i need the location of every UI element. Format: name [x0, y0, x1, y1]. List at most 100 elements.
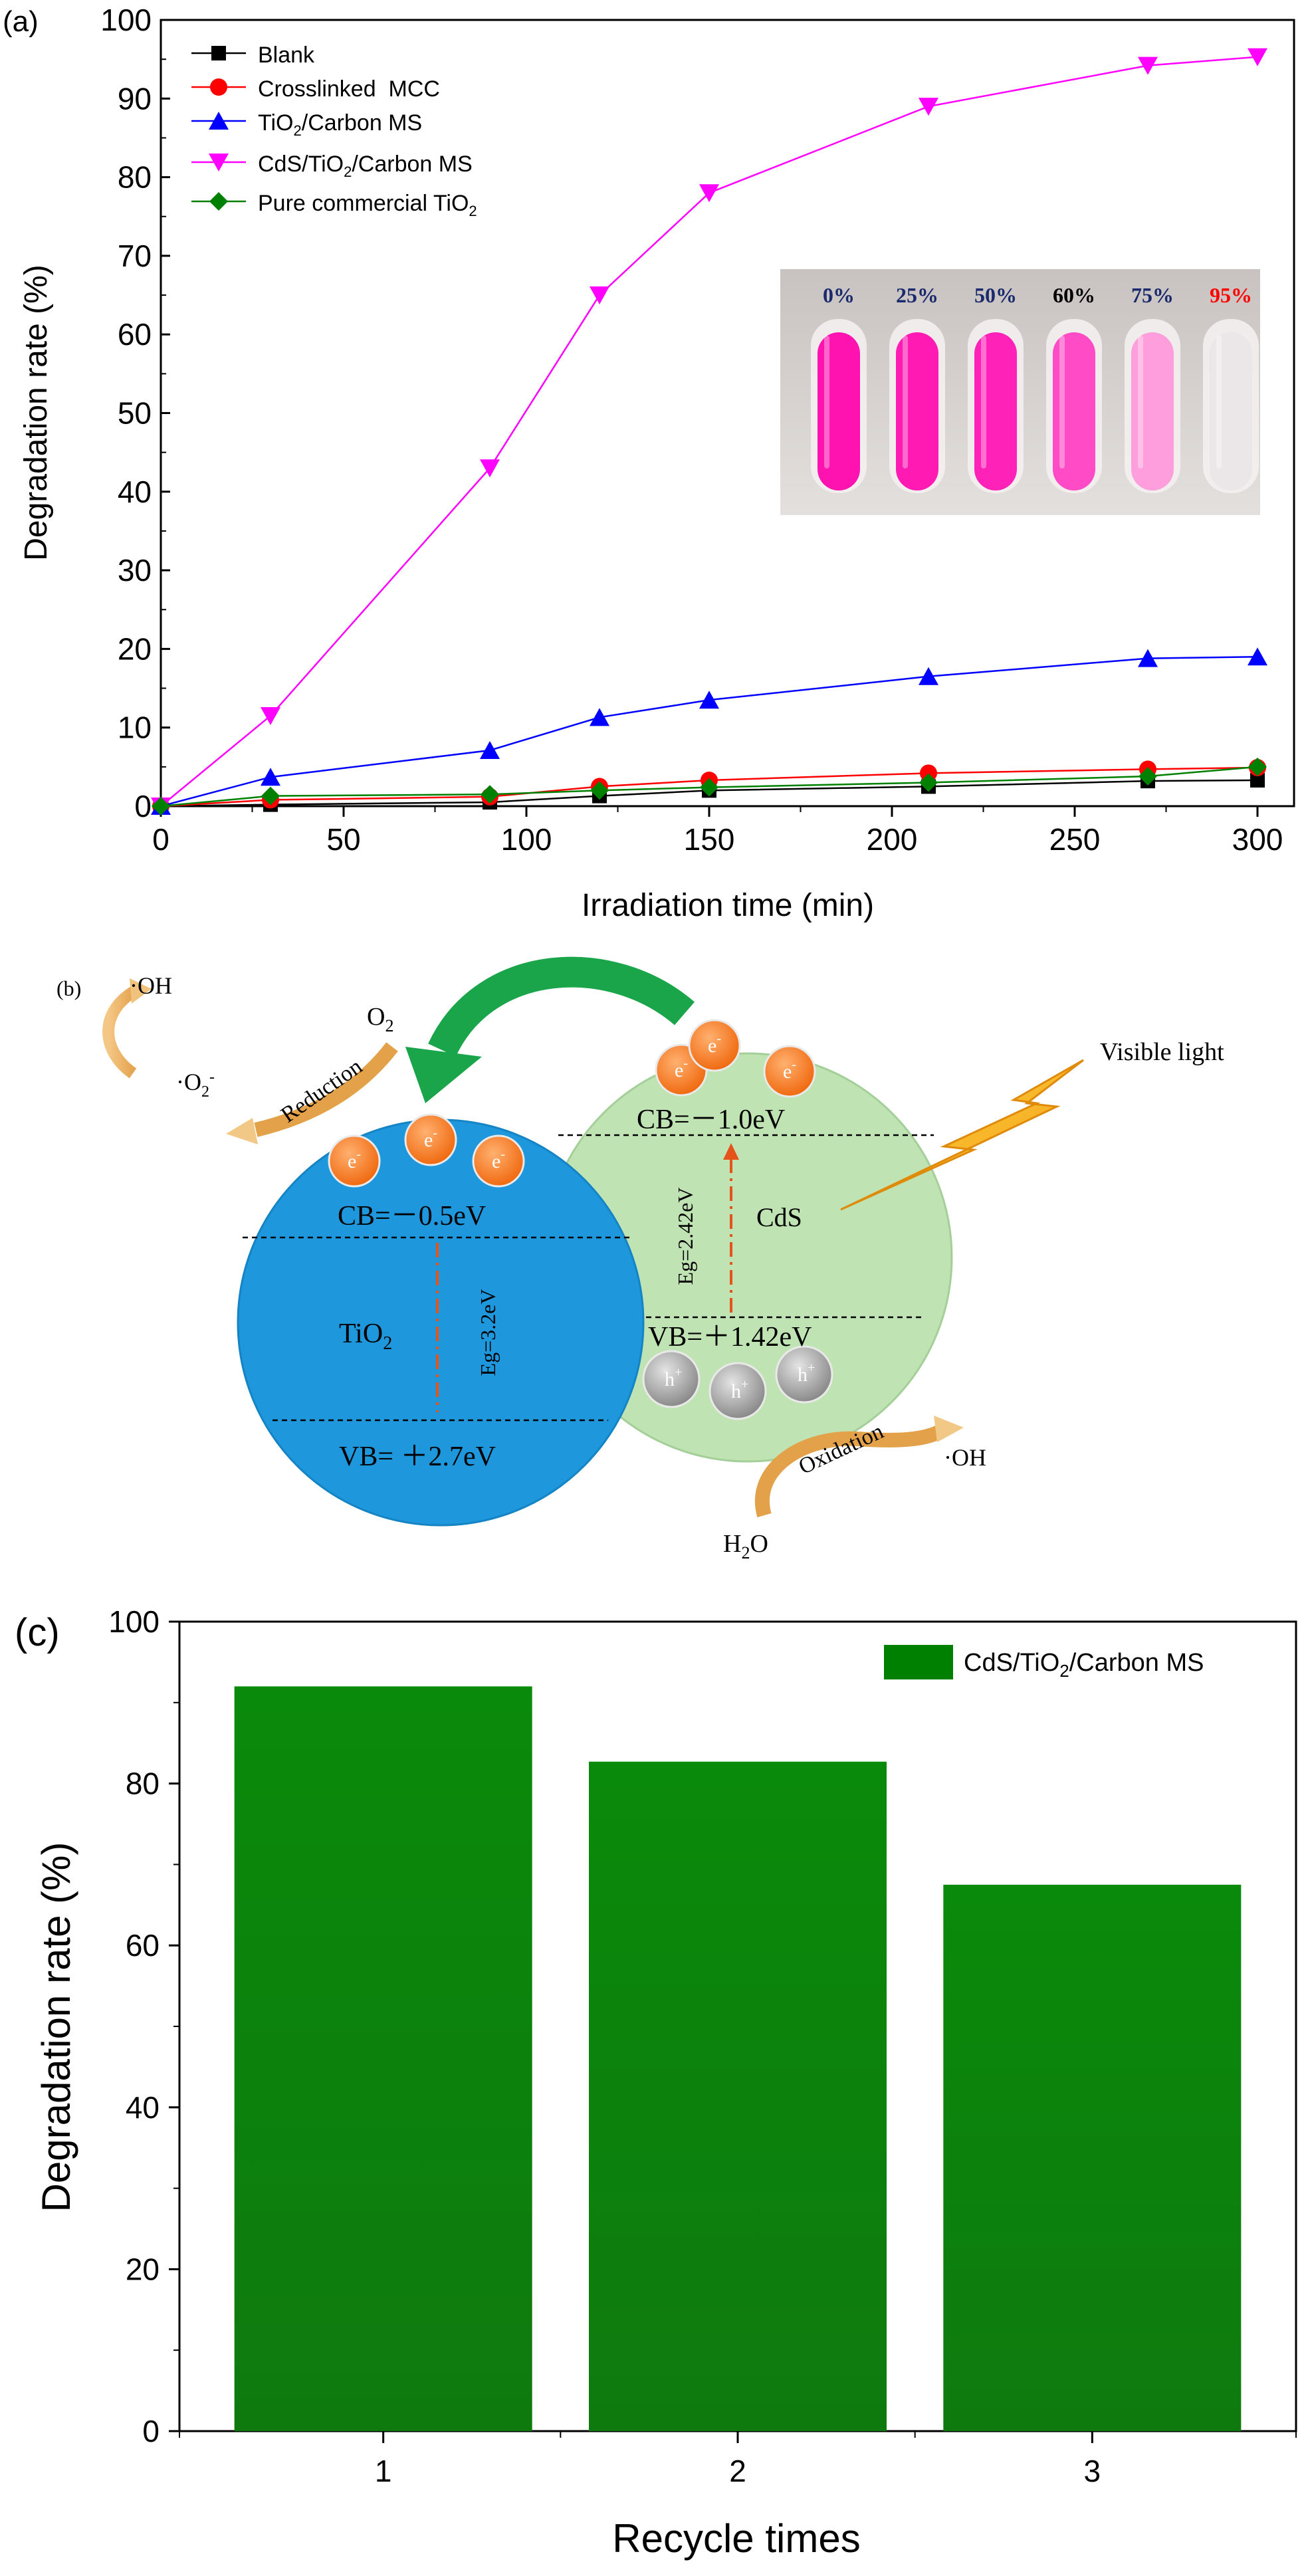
y-tick-label: 30	[118, 553, 152, 588]
inset-label: 75%	[1131, 283, 1174, 307]
data-point	[480, 459, 500, 478]
data-point	[1248, 48, 1267, 66]
y-tick-label: 70	[118, 239, 152, 273]
particle-body	[688, 1019, 741, 1072]
test-tube-solution	[896, 332, 938, 490]
x-tick-label: 250	[1049, 822, 1101, 857]
data-point	[1139, 767, 1157, 786]
particle-body	[708, 1362, 767, 1420]
test-tube-highlight	[1059, 336, 1065, 469]
y-tick-label: 20	[118, 631, 152, 666]
particle-body	[642, 1350, 701, 1408]
inset-label: 25%	[896, 283, 938, 307]
x-tick-label: 300	[1232, 822, 1283, 857]
data-point	[261, 768, 280, 786]
test-tube-solution	[974, 332, 1017, 490]
bar-3	[943, 1884, 1242, 2431]
series-line	[160, 766, 1258, 807]
data-point	[1138, 649, 1158, 667]
legend-entry-cds-tio2-carbon-ms: CdS/TiO2/Carbon MS	[191, 152, 473, 180]
panel-a-legend: Blank Crosslinked MCC TiO2/Carbon MS CdS…	[191, 43, 477, 219]
test-tube-solution	[1131, 332, 1174, 490]
data-point	[480, 741, 500, 760]
y-tick-label: 40	[118, 475, 152, 509]
y-tick-label: 80	[118, 160, 152, 195]
legend-entry-crosslinked-mcc: Crosslinked MCC	[191, 76, 440, 102]
data-point	[699, 691, 719, 709]
electron-icon: e-	[328, 1134, 381, 1188]
data-point	[1250, 772, 1265, 788]
inset-label: 0%	[823, 283, 855, 307]
x-tick-label: 3	[1084, 2454, 1101, 2488]
series-line	[160, 779, 1258, 807]
panel-a-label: (a)	[3, 5, 39, 38]
tio2-eg-label: Eg=3.2eV	[476, 1289, 500, 1376]
inset-label: 50%	[974, 283, 1017, 307]
y-tick-label: 60	[126, 1928, 160, 1963]
lightning-bolt-icon	[840, 1059, 1084, 1211]
hole-icon: h+	[708, 1362, 767, 1420]
inset-label: 60%	[1053, 283, 1095, 307]
electron-icon: e-	[688, 1019, 741, 1072]
x-tick-label: 1	[375, 2454, 392, 2488]
panel-c-y-axis-label: Degradation rate (%)	[34, 1842, 78, 2212]
x-tick-label: 150	[684, 822, 735, 857]
panel-c-bars	[234, 1686, 1242, 2431]
cds-cb-label: CB=－1.0eV	[637, 1105, 785, 1135]
data-point	[590, 781, 609, 800]
legend-label: CdS/TiO2/Carbon MS	[964, 1649, 1204, 1681]
series-line	[160, 766, 1258, 807]
particle-body	[763, 1045, 816, 1098]
test-tube-solution	[817, 332, 860, 490]
data-point	[152, 797, 170, 815]
panel-c-x-axis: 1 2 3	[179, 2431, 1297, 2488]
test-tube-solution	[1053, 332, 1095, 490]
electron-icon: e-	[472, 1134, 525, 1188]
panel-b-mechanism-diagram: (b) e-e-e- e-e-e- h+h+ h+ CB=－1.0eV Eg=2.…	[56, 956, 1224, 1562]
particle-body	[404, 1113, 457, 1166]
bar-2	[589, 1761, 887, 2431]
tio2-vb-label: VB= ＋2.7eV	[339, 1442, 496, 1472]
panel-a-x-axis: 0 50 100 150 200 250 300	[152, 806, 1283, 857]
data-point	[699, 184, 719, 203]
y-tick-label: 50	[118, 396, 152, 431]
inset-label: 95%	[1210, 283, 1252, 307]
tio2-electrons: e-e-e-	[328, 1113, 525, 1188]
series-line	[160, 655, 1258, 807]
tio2-name: TiO2	[339, 1319, 392, 1354]
tio2-cb-label: CB=－0.5eV	[338, 1201, 486, 1232]
panel-a-y-axis-label: Degradation rate (%)	[19, 265, 54, 561]
particle-body	[775, 1345, 833, 1404]
data-point	[481, 785, 499, 804]
y-tick-label: 40	[126, 2090, 160, 2125]
panel-c-legend: CdS/TiO2/Carbon MS	[884, 1645, 1204, 1681]
data-point	[700, 778, 718, 797]
panel-c-y-axis: 0 20 40 60 80 100	[108, 1604, 179, 2448]
particle-body	[328, 1134, 381, 1188]
panel-a-line-chart: (a) 0 10 20 30 40 50 60 70 80 90 100 0 50 100 150 200 2…	[3, 3, 1295, 923]
legend-label: Blank	[258, 43, 315, 68]
hole-icon: h+	[642, 1350, 701, 1408]
test-tube-highlight	[1138, 336, 1143, 469]
cds-eg-label: Eg=2.42eV	[673, 1188, 697, 1285]
legend-entry-pure-commercial-tio2: Pure commercial TiO2	[191, 191, 477, 219]
legend-entry-tio2-carbon-ms: TiO2/Carbon MS	[191, 110, 422, 139]
data-point	[261, 786, 280, 805]
series-line	[160, 56, 1258, 807]
electron-icon: e-	[763, 1045, 816, 1098]
bar-1	[234, 1686, 532, 2431]
panel-b-label: (b)	[56, 976, 81, 1000]
data-point	[1248, 757, 1267, 776]
x-tick-label: 200	[867, 822, 918, 857]
legend-label: Crosslinked MCC	[258, 76, 440, 102]
y-tick-label: 100	[100, 3, 152, 37]
cds-electrons: e-e-e-	[655, 1019, 816, 1098]
legend-label: TiO2/Carbon MS	[258, 110, 422, 139]
x-tick-label: 0	[152, 822, 169, 857]
test-tube-highlight	[903, 336, 908, 469]
cds-holes: h+h+ h+	[642, 1345, 833, 1420]
panel-a-series	[151, 48, 1267, 815]
data-point	[920, 764, 937, 782]
test-tube-highlight	[824, 336, 829, 469]
